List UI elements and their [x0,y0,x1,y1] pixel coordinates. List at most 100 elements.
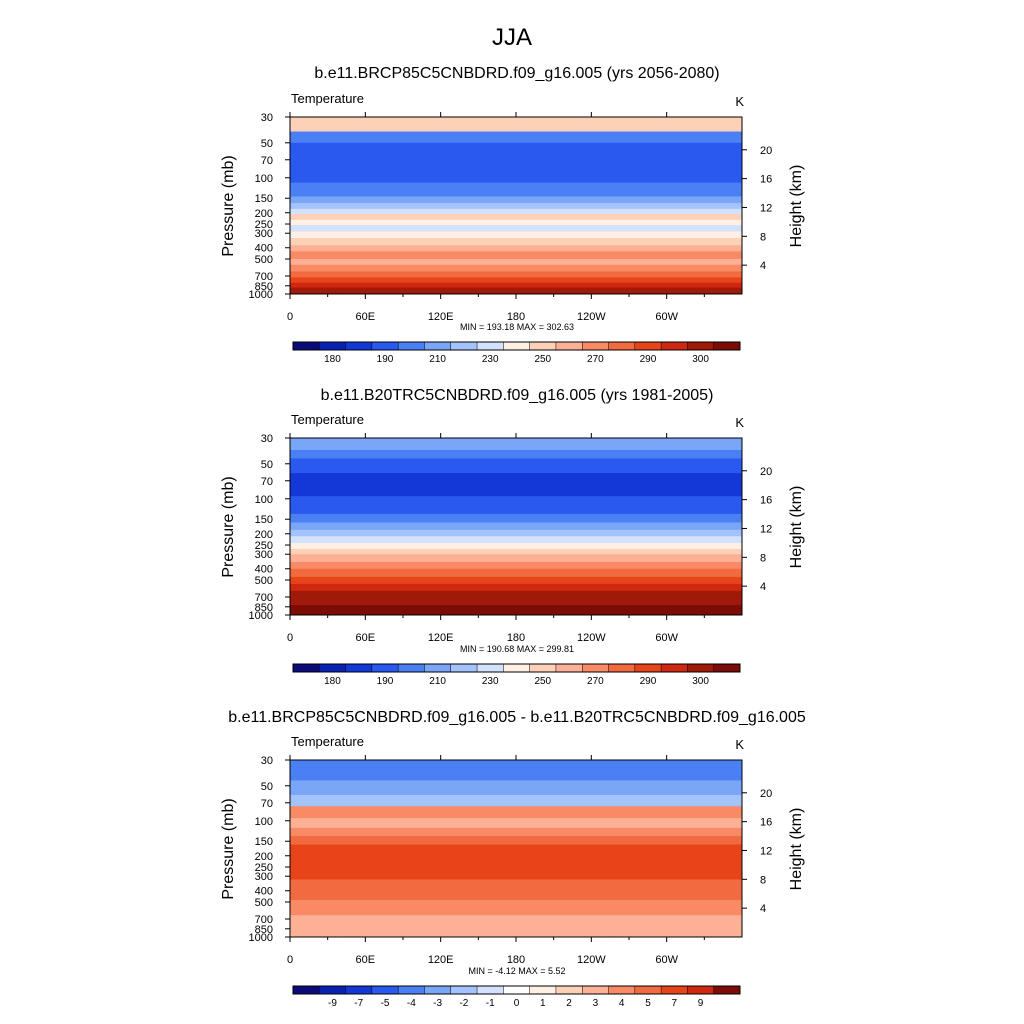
contour-band [290,472,742,497]
colorbar-label: -2 [459,998,468,1009]
colorbar-frame [292,341,741,351]
panel-1-right-label: K [735,94,744,109]
colorbar-swatch [608,664,636,672]
colorbar-swatch [555,986,583,994]
colorbar-label: 210 [429,354,446,365]
y-tick-label: 30 [261,433,273,445]
contour-band [290,806,742,819]
x-tick-label: 120E [428,632,454,644]
contour-band [290,780,742,796]
panel-3-right-label: K [735,737,744,752]
x-tick-label: 120W [577,954,606,966]
colorbar-swatch [687,986,715,994]
x-tick-label: 180 [507,632,525,644]
height-tick-label: 8 [760,874,766,886]
y-tick-label: 150 [255,514,273,526]
contour-band [290,290,742,295]
y-tick-label: 300 [255,549,273,561]
colorbar-label: 2 [566,998,572,1009]
y-tick-label: 250 [255,219,273,231]
contour-band [290,271,742,278]
colorbar-swatch [529,342,557,350]
contour-band [290,879,742,901]
contour-band [290,794,742,807]
y-tick-label: 100 [255,494,273,506]
colorbar-swatch [398,986,425,994]
panel-2-colorbar: 180 190 210 230 250 270 290 300 [292,663,741,687]
contour-band [290,610,742,616]
colorbar-label: 1 [540,998,546,1009]
figure-title: JJA [492,24,532,51]
y-tick-label: 700 [255,592,273,604]
colorbar-swatch [450,664,478,672]
contour-band [290,576,742,585]
colorbar-label: 190 [377,354,394,365]
y-tick-label: 200 [255,851,273,863]
panel-3-title: b.e11.BRCP85C5CNBDRD.f09_g16.005 - b.e11… [228,709,806,726]
contour-band [290,277,742,284]
colorbar-swatch [398,342,425,350]
panel-2-left-label: Temperature [291,412,364,427]
colorbar-swatch [687,342,715,350]
contour-band [290,583,742,592]
contour-band [290,117,742,133]
colorbar-label: 270 [587,354,604,365]
x-tick-label: 0 [287,311,293,323]
contour-band [290,251,742,260]
colorbar-swatch [477,664,504,672]
contour-band [290,554,742,563]
height-tick-label: 4 [760,260,766,272]
colorbar-label: 9 [698,998,704,1009]
height-tick-label: 12 [760,202,772,214]
height-tick-label: 20 [760,788,772,800]
height-tick-label: 8 [760,552,766,564]
colorbar-swatch [371,664,399,672]
colorbar-swatch [687,664,715,672]
y-tick-label: 850 [255,924,273,936]
y-tick-label: 200 [255,208,273,220]
panel-2-stats: MIN = 190.68 MAX = 299.81 [460,644,574,654]
x-tick-label: 60E [356,632,376,644]
contour-band [290,590,742,599]
contour-band [290,208,742,215]
contour-band [290,245,742,252]
colorbar-swatch [477,342,504,350]
y-tick-label: 100 [255,173,273,185]
colorbar-swatch [398,664,425,672]
y-tick-label: 400 [255,886,273,898]
x-tick-label: 60E [356,311,376,323]
y-tick-label: 1000 [249,932,273,944]
colorbar-label: -9 [328,998,337,1009]
panel-2-title: b.e11.B20TRC5CNBDRD.f09_g16.005 (yrs 198… [321,387,714,404]
colorbar-label: 0 [514,998,520,1009]
y-tick-label: 500 [255,254,273,266]
x-tick-label: 180 [507,311,525,323]
colorbar-label: 250 [534,676,551,687]
colorbar-label: 210 [429,676,446,687]
contour-band [290,131,742,144]
colorbar-swatch [582,664,609,672]
y-tick-label: 850 [255,602,273,614]
colorbar-label: 5 [645,998,651,1009]
panel-2: b.e11.B20TRC5CNBDRD.f09_g16.005 (yrs 198… [220,387,805,687]
colorbar-swatch [450,342,478,350]
height-tick-label: 4 [760,581,766,593]
y-tick-label: 30 [261,112,273,124]
colorbar-label: -1 [486,998,495,1009]
colorbar-swatch [450,986,478,994]
colorbar-swatch [661,986,688,994]
contour-band [290,219,742,226]
contour-band [290,604,742,612]
contour-band [290,458,742,474]
x-tick-label: 0 [287,954,293,966]
contour-band [290,568,742,578]
height-tick-label: 16 [760,817,772,829]
colorbar-swatch [371,986,399,994]
panel-3: b.e11.BRCP85C5CNBDRD.f09_g16.005 - b.e11… [220,709,806,1009]
colorbar-swatch [634,342,662,350]
y-tick-label: 1000 [249,289,273,301]
y-tick-label: 400 [255,243,273,255]
contour-band [290,225,742,233]
colorbar-swatch [424,986,452,994]
contour-band [290,844,742,880]
